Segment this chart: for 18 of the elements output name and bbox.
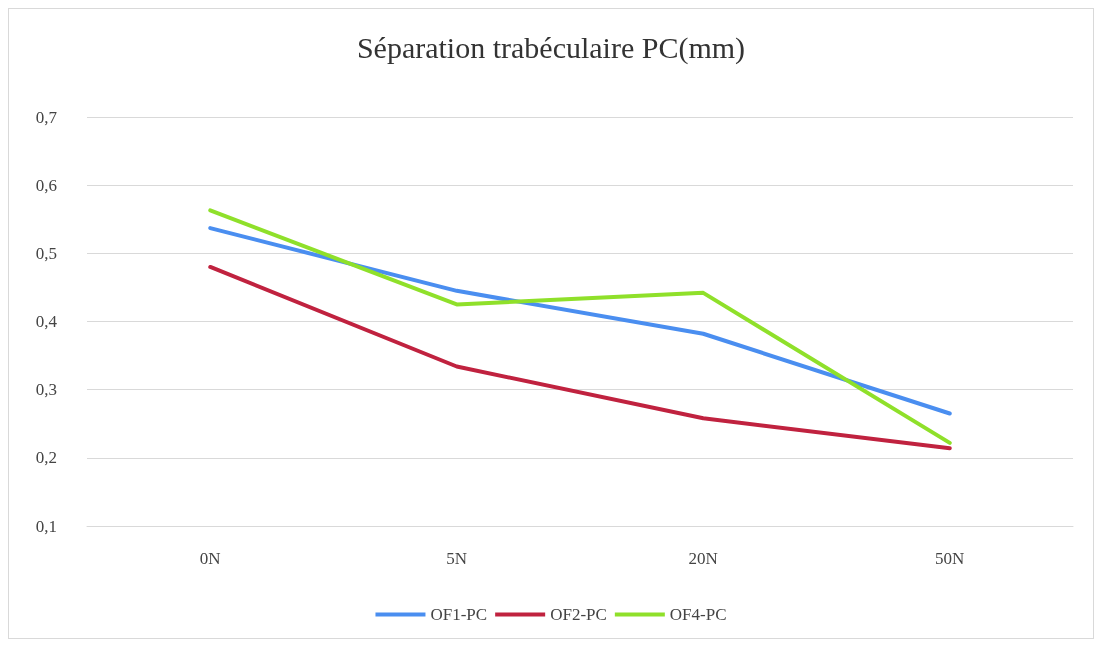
line-series (208, 226, 952, 416)
x-tick-label: 20N (688, 549, 718, 568)
legend-label: OF2-PC (550, 605, 607, 624)
y-tick-label: 0,7 (35, 107, 58, 127)
y-tick-label: 0,3 (35, 380, 57, 400)
line-series (208, 208, 952, 445)
line-series (208, 264, 952, 451)
x-tick-label: 50N (935, 549, 965, 568)
y-tick-label: 0,1 (35, 516, 57, 536)
x-tick-label: 0N (199, 549, 221, 568)
y-tick-label: 0,4 (35, 312, 58, 331)
x-tick-label: 5N (446, 549, 468, 568)
y-tick-label: 0,6 (35, 175, 57, 195)
y-tick-label: 0,2 (35, 448, 57, 468)
y-tick-label: 0,5 (35, 243, 57, 263)
legend-label: OF1-PC (430, 605, 488, 624)
legend-label: OF4-PC (669, 605, 727, 624)
chart-title: Séparation trabéculaire PC(mm) (356, 30, 746, 65)
